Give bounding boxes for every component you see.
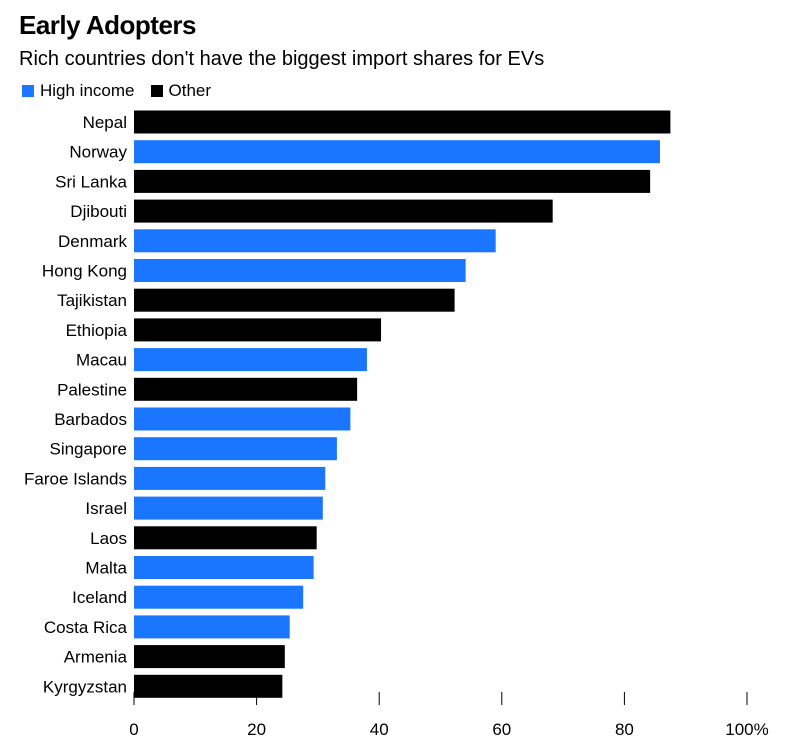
chart-title: Early Adopters xyxy=(19,10,196,40)
legend-swatch-high-income xyxy=(22,85,34,97)
chart-subtitle: Rich countries don't have the biggest im… xyxy=(19,48,545,70)
bar-iceland xyxy=(134,585,304,609)
x-tick-label-60: 60 xyxy=(492,720,511,739)
bar-ethiopia xyxy=(134,318,382,342)
bar-sri-lanka xyxy=(134,169,651,193)
category-label-djibouti: Djibouti xyxy=(70,202,127,221)
category-label-sri-lanka: Sri Lanka xyxy=(55,172,127,191)
legend-label-other: Other xyxy=(168,81,212,100)
category-label-nepal: Nepal xyxy=(83,113,127,132)
bar-palestine xyxy=(134,377,358,401)
bar-armenia xyxy=(134,645,285,669)
category-label-hong-kong: Hong Kong xyxy=(42,262,127,281)
category-label-faroe-islands: Faroe Islands xyxy=(24,469,127,488)
category-label-laos: Laos xyxy=(90,529,127,548)
bar-nepal xyxy=(134,110,671,134)
legend-item-high-income: High income xyxy=(22,81,135,101)
category-label-norway: Norway xyxy=(69,143,127,162)
x-tick-label-20: 20 xyxy=(247,720,266,739)
legend-swatch-other xyxy=(150,85,163,97)
category-label-ethiopia: Ethiopia xyxy=(66,321,128,340)
bar-norway xyxy=(134,140,660,164)
bar-malta xyxy=(134,556,314,579)
category-label-israel: Israel xyxy=(85,499,127,518)
bar-costa-rica xyxy=(134,615,290,639)
category-label-costa-rica: Costa Rica xyxy=(44,618,128,637)
category-label-singapore: Singapore xyxy=(49,440,127,459)
category-label-armenia: Armenia xyxy=(64,648,128,667)
category-label-malta: Malta xyxy=(85,559,127,578)
bar-macau xyxy=(134,348,367,372)
bar-tajikistan xyxy=(134,288,455,312)
category-label-barbados: Barbados xyxy=(54,410,127,429)
category-label-palestine: Palestine xyxy=(57,380,127,399)
bar-djibouti xyxy=(134,199,553,223)
bar-hong-kong xyxy=(134,259,466,282)
bar-barbados xyxy=(134,407,351,431)
x-tick-label-40: 40 xyxy=(370,720,389,739)
bar-faroe-islands xyxy=(134,466,326,490)
bar-singapore xyxy=(134,437,337,461)
category-label-macau: Macau xyxy=(76,351,127,370)
category-label-tajikistan: Tajikistan xyxy=(57,291,127,310)
bar-israel xyxy=(134,496,323,520)
x-tick-label-0: 0 xyxy=(129,720,138,739)
bar-denmark xyxy=(134,229,496,253)
legend-item-other: Other xyxy=(150,81,212,101)
x-tick-label-80: 80 xyxy=(615,720,634,739)
legend: High income Other xyxy=(22,81,227,101)
category-label-iceland: Iceland xyxy=(72,588,127,607)
legend-label-high-income: High income xyxy=(40,81,135,100)
x-tick-label-100: 100% xyxy=(725,720,768,739)
bar-kyrgyzstan xyxy=(134,674,283,698)
category-label-kyrgyzstan: Kyrgyzstan xyxy=(43,677,127,696)
category-label-denmark: Denmark xyxy=(58,232,127,251)
bar-laos xyxy=(134,526,317,550)
